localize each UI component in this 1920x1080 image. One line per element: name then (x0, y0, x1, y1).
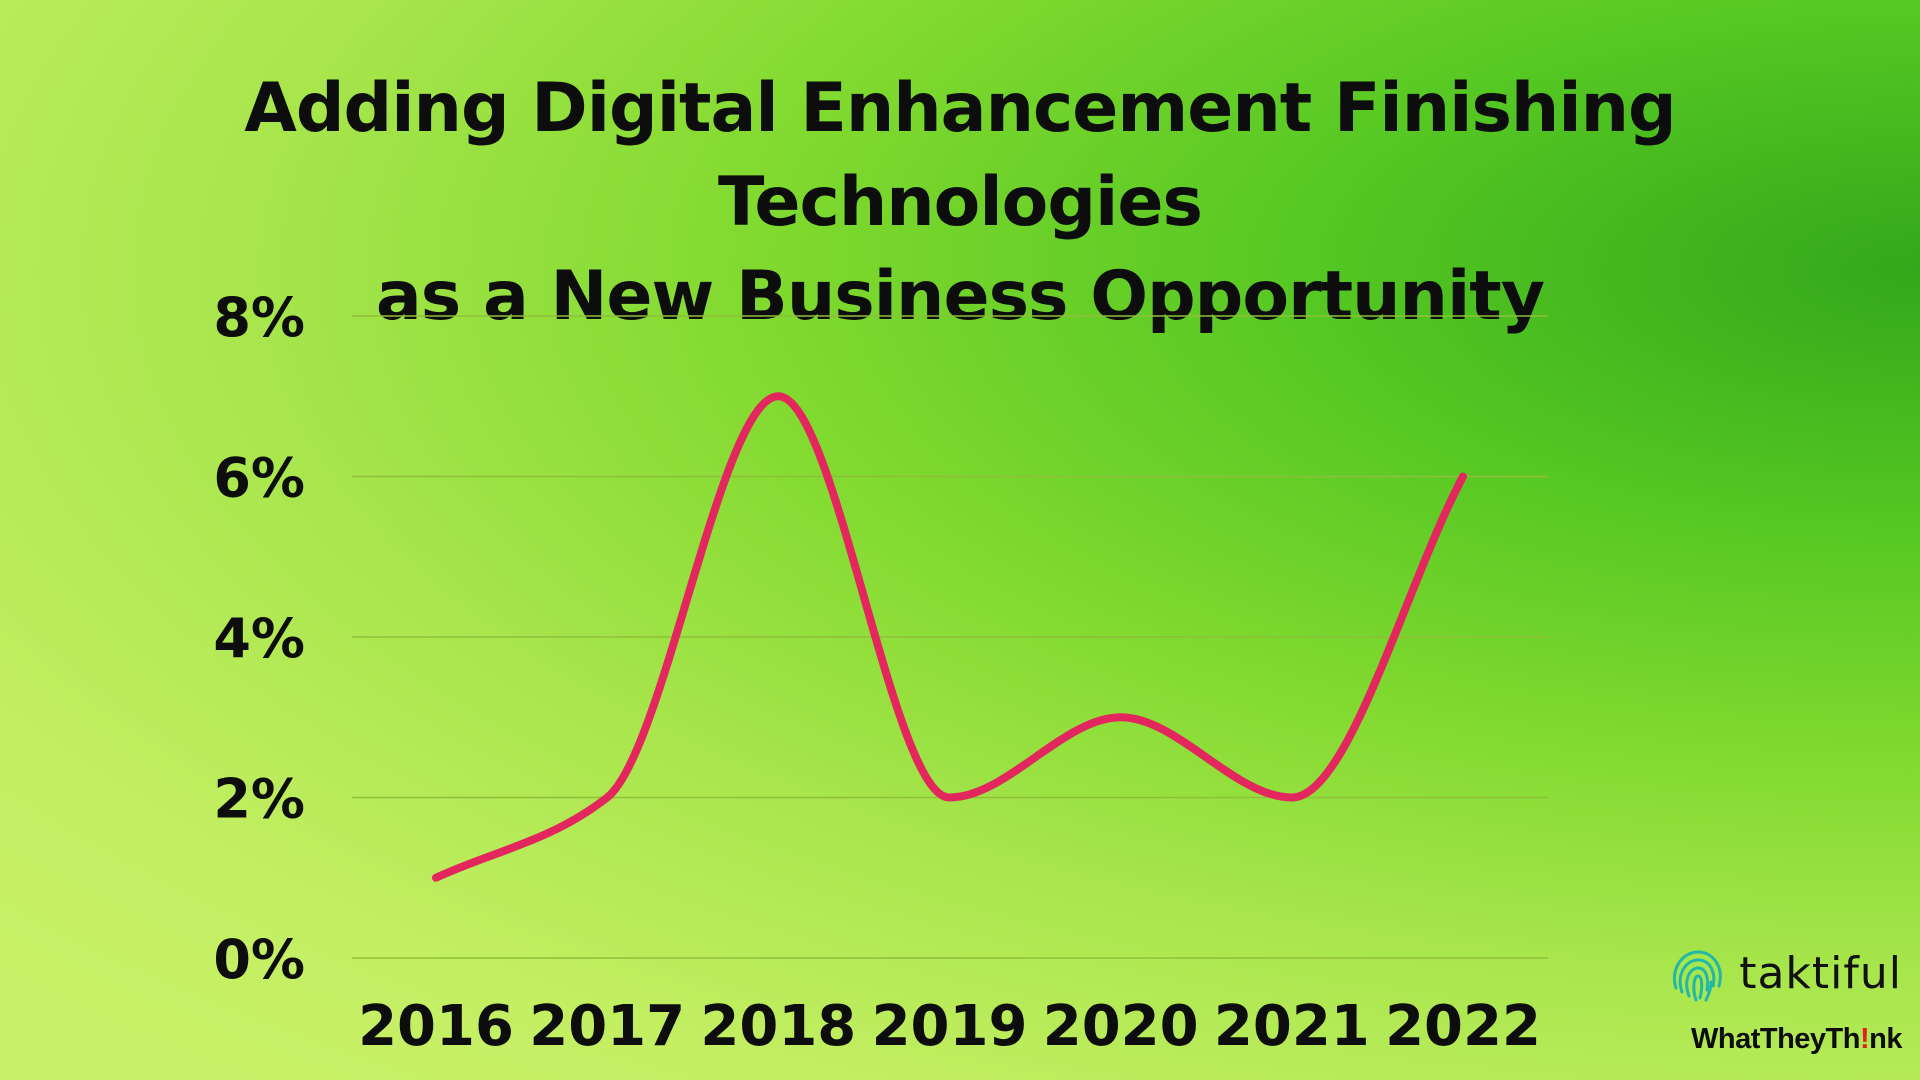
x-tick-label: 2021 (1214, 994, 1370, 1059)
x-tick-label: 2019 (872, 994, 1028, 1059)
fingerprint-icon (1673, 950, 1722, 1002)
chart-title-line-1: Adding Digital Enhancement Finishing Tec… (244, 69, 1676, 242)
x-tick-label: 2016 (358, 994, 514, 1059)
whattheythink-logo: WhatTheyTh!nk (1690, 1023, 1903, 1056)
y-tick-label: 2% (213, 768, 305, 831)
whattheythink-mark: ! (1859, 1023, 1870, 1055)
y-tick-label: 4% (213, 607, 305, 670)
whattheythink-suffix: nk (1869, 1023, 1902, 1055)
x-tick-label: 2022 (1385, 994, 1541, 1059)
x-tick-label: 2018 (700, 994, 856, 1059)
chart-title-line-2: as a New Business Opportunity (375, 257, 1545, 336)
whattheythink-prefix: WhatTheyTh (1690, 1023, 1861, 1055)
y-tick-label: 6% (213, 447, 305, 510)
series-line (432, 392, 1467, 882)
x-tick-label: 2017 (529, 994, 685, 1059)
logo-group: taktiful WhatTheyTh!nk (1662, 940, 1902, 1060)
taktiful-logo-text: taktiful (1739, 948, 1902, 999)
y-tick-label: 8% (213, 286, 305, 349)
y-tick-label: 0% (213, 928, 305, 991)
chart-title: Adding Digital Enhancement Finishing Tec… (0, 62, 1920, 344)
x-tick-label: 2020 (1043, 994, 1199, 1059)
